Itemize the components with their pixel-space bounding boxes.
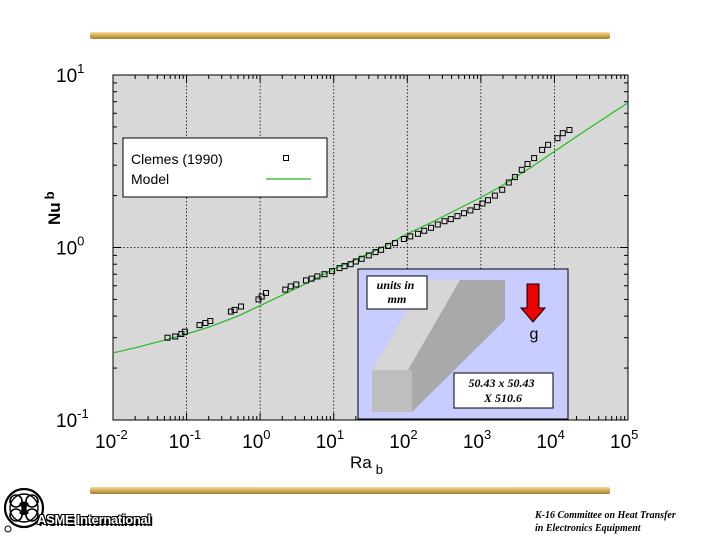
x-tick-label: 101 <box>316 427 344 453</box>
units-label: units in mm <box>377 278 418 306</box>
dimensions-label-box <box>453 372 554 409</box>
credit-line-2: in Electronics Equipment <box>535 523 641 534</box>
data-point <box>428 224 434 231</box>
asme-logo-text: ASME International <box>37 512 151 527</box>
x-axis-label: Ra b <box>350 453 383 477</box>
data-point <box>566 127 573 133</box>
data-point <box>392 240 398 247</box>
data-point <box>231 306 238 313</box>
data-point <box>181 328 188 335</box>
x-tick-labels: 10-2 10-1 100 101 102 103 104 105 <box>95 427 638 453</box>
data-point <box>531 155 538 162</box>
bar-end-face <box>372 370 412 412</box>
data-point <box>287 283 294 290</box>
bar-top-face <box>372 280 460 370</box>
units-label-line2: mm <box>388 292 407 306</box>
data-point <box>485 197 491 204</box>
data-point <box>434 221 441 228</box>
data-point <box>539 146 546 153</box>
legend-box <box>122 137 328 198</box>
data-point <box>352 258 359 265</box>
data-point <box>511 174 518 181</box>
legend-marker-clemes <box>283 155 289 161</box>
data-point <box>545 141 552 148</box>
data-point <box>308 275 315 282</box>
data-point <box>499 186 506 193</box>
data-point <box>172 333 179 340</box>
data-point <box>378 246 385 253</box>
units-label-line1: units in <box>377 278 415 292</box>
legend: Clemes (1990) Model <box>122 137 328 198</box>
bottom-decorative-rule <box>90 487 610 494</box>
data-point <box>461 210 467 217</box>
data-point <box>321 271 328 278</box>
data-point <box>441 218 448 225</box>
x-tick-label: 102 <box>389 427 417 453</box>
data-point <box>293 281 300 288</box>
data-point <box>454 213 461 220</box>
y-tick-label: 10-1 <box>56 406 89 432</box>
x-tick-label: 100 <box>242 427 270 453</box>
data-point <box>164 334 171 341</box>
data-point <box>400 236 407 242</box>
data-point <box>467 207 474 214</box>
data-point <box>365 252 372 259</box>
data-point <box>303 277 309 284</box>
y-axis-label: Nub <box>42 191 64 225</box>
units-label-box <box>366 275 428 310</box>
data-point <box>329 268 336 275</box>
data-point <box>447 216 454 223</box>
y-tick-label: 100 <box>56 234 84 260</box>
x-tick-label: 103 <box>463 427 491 453</box>
committee-credit: K-16 Committee on Heat Transfer in Elect… <box>535 509 676 535</box>
data-point <box>372 249 379 256</box>
bar-side-face <box>408 280 505 412</box>
data-point <box>518 166 525 173</box>
data-point <box>421 227 428 234</box>
axis-ticks <box>112 74 629 421</box>
inset-diagram: units in mm g 50.43 x 50.43 X 510.6 <box>357 268 569 420</box>
legend-label-model: Model <box>131 171 169 187</box>
data-point <box>238 303 244 310</box>
data-point <box>415 230 421 237</box>
data-point <box>314 273 321 280</box>
y-tick-label: 101 <box>56 61 84 87</box>
data-point <box>282 286 289 293</box>
data-point <box>505 179 512 186</box>
data-point <box>473 203 480 210</box>
data-point <box>196 322 203 329</box>
data-point <box>358 255 365 262</box>
legend-label-clemes: Clemes (1990) <box>131 151 223 167</box>
data-point <box>258 293 265 300</box>
data-point <box>524 161 531 167</box>
y-tick-labels: 10-1 100 101 <box>56 61 89 432</box>
data-point <box>385 243 392 249</box>
data-point <box>227 308 234 315</box>
data-point <box>559 130 566 137</box>
credit-line-1: K-16 Committee on Heat Transfer <box>535 510 676 521</box>
data-point <box>207 318 214 324</box>
dimensions-label-line1: 50.43 x 50.43 <box>469 376 535 390</box>
asme-emblem-icon <box>3 487 45 533</box>
data-point <box>479 200 486 207</box>
data-point <box>407 233 414 240</box>
top-decorative-rule <box>90 32 610 39</box>
x-tick-label: 10-2 <box>95 427 128 453</box>
data-point <box>491 192 498 199</box>
x-tick-label: 104 <box>536 427 564 453</box>
gravity-label: g <box>530 326 539 343</box>
dimensions-label: 50.43 x 50.43 X 510.6 <box>469 376 538 405</box>
gravity-arrow-icon <box>519 283 547 323</box>
x-tick-label: 10-1 <box>169 427 202 453</box>
data-point <box>554 135 561 142</box>
x-tick-label: 105 <box>610 427 638 453</box>
data-point <box>341 263 348 270</box>
data-markers <box>164 127 573 341</box>
data-point <box>263 290 269 296</box>
dimensions-label-line2: X 510.6 <box>483 391 522 405</box>
